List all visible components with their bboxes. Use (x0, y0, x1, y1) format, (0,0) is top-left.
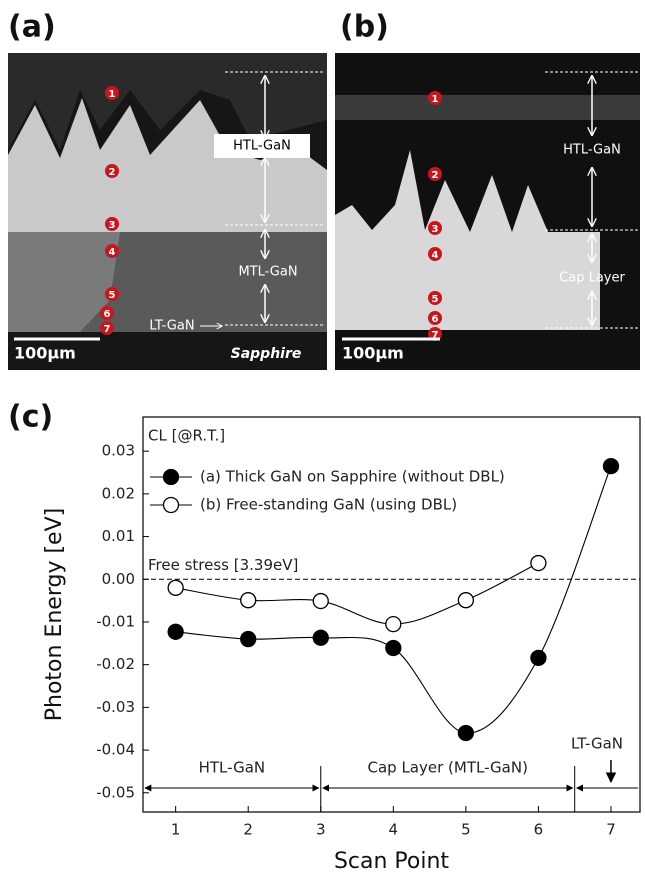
point-number: 2 (109, 167, 116, 178)
data-point (241, 593, 256, 608)
point-number: 1 (432, 94, 439, 105)
legend-marker (164, 470, 179, 485)
y-tick-label: -0.05 (96, 783, 135, 801)
data-point (386, 617, 401, 632)
data-point (531, 556, 546, 571)
x-tick-label: 1 (171, 821, 181, 839)
data-point (168, 580, 183, 595)
annotation: CL [@R.T.] (148, 427, 225, 445)
micrograph-b (335, 53, 640, 370)
point-number: 5 (109, 290, 116, 301)
layer-label: Cap Layer (559, 271, 625, 286)
scale-bar-label: 100µm (342, 344, 404, 363)
layer-label: HTL-GaN (563, 143, 621, 158)
point-number: 6 (104, 309, 111, 320)
data-point (458, 726, 473, 741)
data-point (168, 624, 183, 639)
y-tick-label: -0.04 (96, 741, 135, 759)
x-tick-label: 3 (316, 821, 326, 839)
point-number: 1 (109, 89, 116, 100)
scale-bar-label: 100µm (14, 344, 76, 363)
region-label: HTL-GaN (199, 759, 266, 777)
point-number: 3 (432, 224, 439, 235)
region-label: LT-GaN (571, 735, 623, 753)
panel-label: (b) (340, 10, 389, 45)
y-tick-label: -0.02 (96, 655, 135, 673)
data-point (241, 632, 256, 647)
y-axis-label: Photon Energy [eV] (42, 508, 67, 721)
legend-label: (a) Thick GaN on Sapphire (without DBL) (200, 468, 505, 486)
point-number: 4 (432, 250, 439, 261)
y-tick-label: -0.01 (96, 612, 135, 630)
y-tick-label: 0.01 (102, 527, 135, 545)
reference-label: Free stress [3.39eV] (148, 556, 298, 574)
x-axis-label: Scan Point (334, 849, 449, 874)
panel-label: (c) (8, 400, 53, 435)
data-point (386, 641, 401, 656)
data-point (313, 630, 328, 645)
data-point (458, 593, 473, 608)
layer-label: HTL-GaN (233, 139, 291, 154)
x-tick-label: 4 (389, 821, 399, 839)
x-tick-label: 2 (243, 821, 253, 839)
data-point (313, 594, 328, 609)
legend-label: (b) Free-standing GaN (using DBL) (200, 496, 457, 514)
point-number: 4 (109, 247, 116, 258)
figure: (a)HTL-GaNMTL-GaNLT-GaNSapphire123456710… (0, 0, 645, 881)
x-tick-label: 6 (534, 821, 544, 839)
y-tick-label: 0.02 (102, 484, 135, 502)
layer-label: Sapphire (231, 346, 302, 362)
layer-label: LT-GaN (149, 319, 194, 334)
data-point (603, 459, 618, 474)
y-tick-label: 0.00 (102, 570, 135, 588)
point-number: 6 (432, 314, 439, 325)
data-point (531, 650, 546, 665)
panel-label: (a) (8, 10, 56, 45)
point-number: 7 (104, 324, 111, 335)
region-label: Cap Layer (MTL-GaN) (368, 759, 528, 777)
x-tick-label: 5 (461, 821, 471, 839)
point-number: 2 (432, 170, 439, 181)
y-tick-label: 0.03 (102, 442, 135, 460)
y-tick-label: -0.03 (96, 698, 135, 716)
x-tick-label: 7 (606, 821, 616, 839)
point-number: 3 (109, 220, 116, 231)
point-number: 5 (432, 294, 439, 305)
layer-label: MTL-GaN (238, 265, 297, 280)
legend-marker (164, 498, 179, 513)
